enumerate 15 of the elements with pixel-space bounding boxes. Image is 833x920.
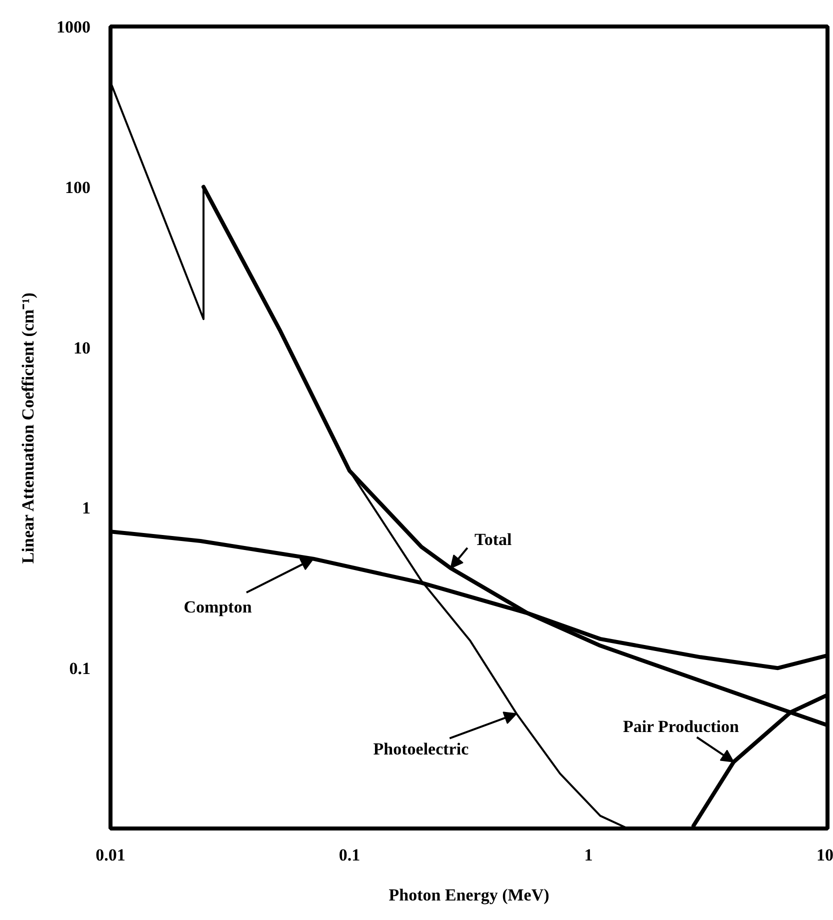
y-tick-label: 1000 (56, 18, 90, 36)
x-tick-label: 1 (584, 846, 593, 864)
x-axis-title: Photon Energy (MeV) (388, 886, 550, 904)
annotation: Compton (184, 597, 252, 616)
annotation: Total (474, 530, 512, 549)
y-tick-label: 10 (74, 338, 90, 358)
x-tick-label: 0.01 (96, 846, 126, 864)
y-tick-label: 0.1 (69, 659, 90, 678)
annotation: Photoelectric (373, 739, 470, 758)
annotation: Pair Production (622, 717, 740, 736)
x-tick-label: 10 (816, 846, 833, 864)
y-tick-label: 1 (82, 498, 90, 518)
x-tick-label: 0.1 (338, 846, 360, 864)
y-tick-label: 100 (65, 178, 90, 197)
y-axis-title: Linear Attenuation Coefficient (cm⁻¹) (18, 292, 38, 564)
